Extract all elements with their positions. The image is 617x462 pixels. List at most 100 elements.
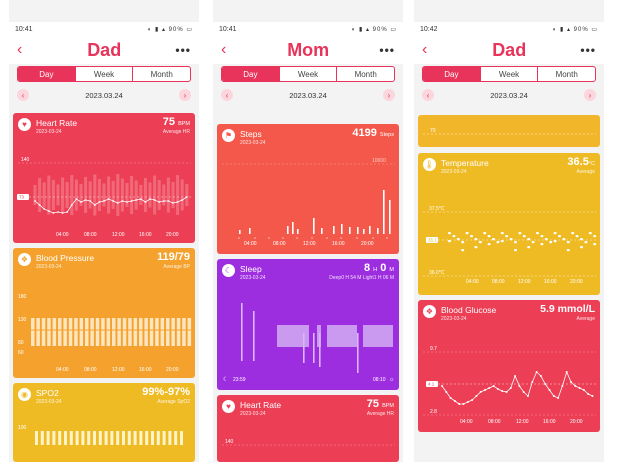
glucose-point — [527, 395, 529, 397]
axis-dot — [372, 237, 374, 239]
hr-point — [185, 196, 188, 198]
steps-bar — [369, 226, 371, 234]
spo2-bar — [81, 431, 85, 445]
card-title: Blood Pressure — [36, 253, 95, 263]
deep-sleep-marker — [253, 311, 255, 361]
heart-rate-chart: 140 73 04:00 08:00 12:00 16:00 20:00 — [17, 157, 191, 238]
steps-bar — [287, 226, 289, 234]
spo2-bar — [104, 431, 108, 445]
steps-card[interactable]: ⚑ Steps 2023-03-24 4199 Steps 10000 04:0… — [217, 124, 399, 254]
blood-glucose-card[interactable]: ❖ Blood Glucose 2023-03-24 5.9 mmol/L Av… — [418, 300, 600, 432]
tab-week[interactable]: Week — [479, 67, 538, 81]
next-date-icon[interactable]: › — [583, 89, 596, 101]
partial-card-top[interactable]: 70 — [418, 115, 600, 147]
sleep-gap — [272, 325, 277, 347]
spo2-bar — [168, 431, 172, 445]
deep-sleep-marker — [319, 333, 321, 367]
prev-date-icon[interactable]: ‹ — [17, 89, 29, 101]
glucose-point — [544, 383, 547, 385]
date-navigator: ‹ 2023.03.24 › — [414, 85, 604, 105]
bp-range-bar — [95, 318, 100, 346]
hr-range-bar — [97, 179, 101, 211]
sleep-gap — [241, 325, 273, 347]
card-subtitle: Average BP — [163, 264, 190, 270]
hr-range-bar — [56, 184, 60, 206]
sleep-chart: 23:59 ☾ 08:10 ☼ — [223, 303, 395, 383]
bp-range-bar — [106, 318, 111, 346]
card-subtitle: Average HR — [366, 411, 394, 417]
temp-point — [505, 235, 509, 238]
glucose-point — [582, 389, 585, 391]
spo2-bar — [145, 431, 149, 445]
more-dots-icon[interactable]: ••• — [580, 43, 596, 57]
more-dots-icon[interactable]: ••• — [379, 43, 395, 57]
steps-bar — [239, 230, 241, 234]
spo2-bar — [35, 431, 38, 445]
tab-day[interactable]: Day — [423, 67, 480, 81]
tab-week[interactable]: Week — [278, 67, 337, 81]
bp-range-bar — [144, 318, 148, 346]
hr-point — [130, 200, 133, 202]
more-dots-icon[interactable]: ••• — [175, 43, 191, 57]
tab-week[interactable]: Week — [74, 67, 133, 81]
temperature-card[interactable]: 🌡 Temperature 2023-03-24 36.5°C Average … — [418, 153, 600, 295]
thermometer-icon: 🌡 — [423, 158, 436, 171]
heart-rate-card[interactable]: ♥ Heart Rate 2023-03-24 75 BPM Average H… — [13, 113, 195, 243]
x-label: 16:00 — [139, 367, 152, 373]
shoe-icon: ⚑ — [222, 129, 235, 142]
sleep-card[interactable]: ☾ Sleep 2023-03-24 8 H 0 M Deep0 H 54 M … — [217, 259, 399, 390]
blood-pressure-card[interactable]: ❖ Blood Pressure 2023-03-24 119/79 Avera… — [13, 248, 195, 378]
tab-month[interactable]: Month — [132, 67, 190, 81]
hr-point — [153, 199, 156, 201]
card-title: Sleep — [240, 264, 262, 274]
temp-point — [474, 246, 478, 249]
tab-day[interactable]: Day — [222, 67, 279, 81]
temp-point — [531, 241, 535, 244]
next-date-icon[interactable]: › — [178, 89, 191, 101]
bp-range-bar — [171, 318, 175, 346]
hr-point — [75, 198, 78, 200]
hr-point — [98, 201, 101, 203]
bp-range-bar — [187, 318, 192, 346]
heart-rate-card-2[interactable]: ♥ Heart Rate 2023-03-24 75 BPM Average H… — [217, 395, 399, 462]
glucose-point — [475, 395, 478, 397]
hr-point — [47, 210, 50, 212]
hr-point — [84, 199, 87, 201]
bp-range-bar — [31, 318, 35, 346]
x-label: 12:00 — [112, 367, 125, 373]
next-date-icon[interactable]: › — [382, 89, 395, 101]
date-navigator: ‹ 2023.03.24 › — [213, 85, 403, 105]
y-label-avg: 4.1 — [428, 382, 435, 387]
glucose-point — [496, 388, 499, 390]
spo2-card[interactable]: ◉ SPO2 2023-03-24 99%-97% Average SpO2 1… — [13, 383, 195, 462]
temp-point — [584, 241, 588, 244]
prev-date-icon[interactable]: ‹ — [422, 89, 434, 101]
steps-bar — [297, 229, 299, 234]
tab-month[interactable]: Month — [537, 67, 595, 81]
tab-month[interactable]: Month — [336, 67, 394, 81]
hr-point — [158, 201, 161, 203]
hr-range-bar — [102, 183, 106, 207]
card-value: 75 BPM — [366, 398, 394, 410]
y-label-top: 9.7 — [430, 346, 437, 352]
hr-point — [89, 200, 92, 202]
temp-point — [553, 240, 557, 243]
back-chevron-icon[interactable]: ‹ — [422, 41, 428, 58]
glucose-point — [445, 391, 448, 393]
hr-point — [103, 200, 105, 202]
temp-point — [593, 243, 597, 246]
prev-date-icon[interactable]: ‹ — [221, 89, 233, 101]
card-title: SPO2 — [36, 388, 59, 398]
y-label: 130 — [18, 317, 27, 323]
glucose-point — [479, 391, 482, 393]
status-bar: 10:41 ◐ ▮ ▴ 90% ▭ — [9, 22, 199, 36]
glucose-point — [570, 381, 572, 383]
back-chevron-icon[interactable]: ‹ — [17, 41, 23, 58]
hr-range-bar — [120, 178, 124, 212]
back-chevron-icon[interactable]: ‹ — [221, 41, 227, 58]
tab-day[interactable]: Day — [18, 67, 75, 81]
glucose-point — [453, 400, 456, 402]
bp-range-bar — [63, 318, 67, 346]
phone-screen-mom: 10:41 ◐ ▮ ▴ 90% ▭ ‹ Mom ••• Day Week Mon… — [213, 0, 403, 462]
card-date: 2023-03-24 — [240, 411, 266, 417]
